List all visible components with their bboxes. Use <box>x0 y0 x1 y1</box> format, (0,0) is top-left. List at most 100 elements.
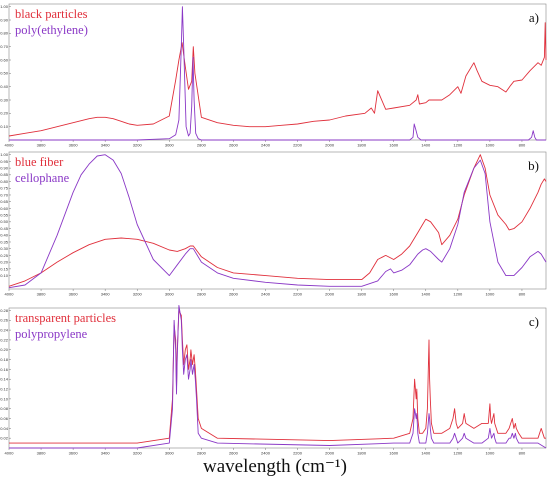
x-tick-label: 1800 <box>357 143 367 148</box>
x-tick-label: 3600 <box>69 292 79 297</box>
y-tick-label: 0.22 <box>0 337 9 342</box>
panel-label: a) <box>529 10 539 25</box>
y-tick-label: 0.90 <box>0 166 9 171</box>
y-tick-label: 0.60 <box>0 206 9 211</box>
x-tick-label: 1000 <box>485 292 495 297</box>
y-tick-label: 0.18 <box>0 357 9 362</box>
x-tick-label: 1000 <box>485 451 495 456</box>
y-tick-label: 0.45 <box>0 226 9 231</box>
y-tick-label: 0.30 <box>0 97 9 102</box>
x-tick-label: 800 <box>519 143 526 148</box>
x-tick-label: 2000 <box>325 143 335 148</box>
y-tick-label: 0.80 <box>0 179 9 184</box>
y-tick-label: 0.04 <box>0 426 9 431</box>
y-tick-label: 0.16 <box>0 367 9 372</box>
x-tick-label: 3200 <box>133 292 143 297</box>
x-tick-label: 1000 <box>485 143 495 148</box>
y-tick-label: 0.26 <box>0 318 9 323</box>
x-tick-label: 1200 <box>453 451 463 456</box>
y-tick-label: 0.35 <box>0 239 9 244</box>
y-tick-label: 0.06 <box>0 416 9 421</box>
x-tick-label: 1800 <box>357 292 367 297</box>
x-tick-label: 1800 <box>357 451 367 456</box>
y-tick-label: 0.30 <box>0 246 9 251</box>
x-tick-label: 2400 <box>261 143 271 148</box>
spectrum-line-purple <box>8 154 547 289</box>
legend-label: black particles <box>15 7 88 21</box>
x-tick-label: 3800 <box>37 292 47 297</box>
y-tick-label: 1.00 <box>0 4 9 9</box>
x-tick-label: 1200 <box>453 143 463 148</box>
panel-label: b) <box>528 158 539 173</box>
legend-label: cellophane <box>15 171 70 185</box>
spectrum-line-purple <box>9 305 547 449</box>
x-tick-label: 2600 <box>229 292 239 297</box>
spectrum-line-red <box>9 310 546 444</box>
y-tick-label: 0.90 <box>0 17 9 22</box>
x-tick-label: 4000 <box>5 292 15 297</box>
y-tick-label: 0.40 <box>0 233 9 238</box>
y-tick-label: 0.12 <box>0 386 9 391</box>
y-tick-label: 0.75 <box>0 186 9 191</box>
x-tick-label: 1400 <box>421 143 431 148</box>
y-tick-label: 0.70 <box>0 44 9 49</box>
y-tick-label: 0.20 <box>0 347 9 352</box>
x-tick-label: 3200 <box>133 451 143 456</box>
x-tick-label: 800 <box>519 451 526 456</box>
y-tick-label: 0.80 <box>0 31 9 36</box>
x-tick-label: 1600 <box>389 143 399 148</box>
panel-2: 4000 3800 3600 3400 3200 3000 2800 2600 2400 2200… <box>0 151 547 297</box>
x-tick-label: 3400 <box>101 143 111 148</box>
x-tick-label: 4000 <box>5 451 15 456</box>
x-tick-label: 2600 <box>229 143 239 148</box>
legend-label: poly(ethylene) <box>15 23 88 37</box>
spectrum-line-red <box>8 154 547 287</box>
y-tick-label: 0.60 <box>0 57 9 62</box>
legend-label: blue fiber <box>15 155 64 169</box>
y-tick-label: 0.50 <box>0 71 9 76</box>
x-tick-label: 1400 <box>421 451 431 456</box>
x-tick-label: 1600 <box>389 292 399 297</box>
x-tick-label: 800 <box>519 292 526 297</box>
panel-frame <box>8 151 547 290</box>
y-tick-label: 0.10 <box>0 273 9 278</box>
x-tick-label: 3600 <box>69 451 79 456</box>
y-tick-label: 0.08 <box>0 406 9 411</box>
x-tick-label: 2600 <box>229 451 239 456</box>
y-tick-label: 0.10 <box>0 396 9 401</box>
panel-1: 4000 3800 3600 3400 3200 3000 2800 2600 2400 2200… <box>0 3 547 148</box>
panel-frame <box>8 3 547 141</box>
y-tick-label: 0.20 <box>0 260 9 265</box>
panel-3: 4000 3800 3600 3400 3200 3000 2800 2600 2400 2200… <box>0 305 547 456</box>
x-tick-label: 3400 <box>101 451 111 456</box>
y-tick-label: 0.55 <box>0 213 9 218</box>
y-tick-label: 0.15 <box>0 266 9 271</box>
x-tick-label: 2200 <box>293 143 303 148</box>
x-tick-label: 2200 <box>293 451 303 456</box>
y-tick-label: 0.28 <box>0 308 9 313</box>
y-tick-label: 0.40 <box>0 84 9 89</box>
spectrum-line-purple <box>9 6 546 141</box>
y-tick-label: 0.85 <box>0 172 9 177</box>
y-tick-label: 0.95 <box>0 159 9 164</box>
x-tick-label: 2000 <box>325 451 335 456</box>
x-tick-label: 4000 <box>5 143 15 148</box>
x-tick-label: 3800 <box>37 451 47 456</box>
y-tick-label: 0.70 <box>0 192 9 197</box>
x-tick-label: 1400 <box>421 292 431 297</box>
x-tick-label: 2400 <box>261 292 271 297</box>
x-tick-label: 3000 <box>165 451 175 456</box>
x-tick-label: 3000 <box>165 292 175 297</box>
x-tick-label: 3200 <box>133 143 143 148</box>
panel-frame <box>8 307 547 449</box>
x-tick-label: 1600 <box>389 451 399 456</box>
y-tick-label: 0.50 <box>0 219 9 224</box>
x-tick-label: 3800 <box>37 143 47 148</box>
x-axis-label: wavelength (cm⁻¹) <box>203 456 347 477</box>
y-tick-label: 0.14 <box>0 377 9 382</box>
y-tick-label: 1.00 <box>0 152 9 157</box>
spectrum-line-red <box>8 22 547 137</box>
y-tick-label: 0.10 <box>0 124 9 129</box>
y-tick-label: 0.20 <box>0 111 9 116</box>
